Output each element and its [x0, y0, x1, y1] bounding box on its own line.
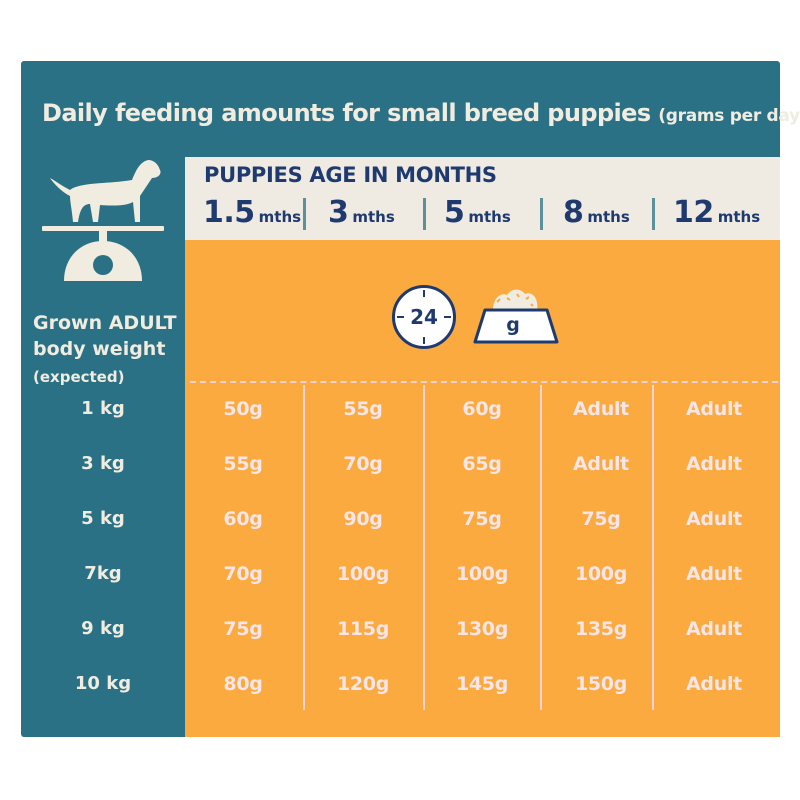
table-cell: Adult — [686, 563, 742, 585]
weight-label: 9 kg — [81, 618, 125, 639]
table-cell: 70g — [343, 453, 383, 475]
age-col-5: 12 mths — [673, 195, 760, 235]
age-col-3: 5 mths — [444, 195, 511, 235]
table-cell: 150g — [574, 673, 628, 695]
weight-label: 5 kg — [81, 508, 125, 529]
table-cell: Adult — [686, 508, 742, 530]
clock-tick — [423, 290, 425, 297]
title-main: Daily feeding amounts for small breed pu… — [42, 99, 651, 127]
age-unit: mths — [717, 208, 761, 226]
title-unit: (grams per day): — [658, 106, 800, 126]
table-cell: 60g — [462, 398, 502, 420]
table-cell: 100g — [455, 563, 509, 585]
table-cell: 90g — [343, 508, 383, 530]
table-cell: 100g — [574, 563, 628, 585]
table-cell: 70g — [223, 563, 263, 585]
weight-label: 7kg — [84, 563, 122, 584]
table-cell: 100g — [336, 563, 390, 585]
column-separator — [303, 385, 305, 710]
table-cell: 60g — [223, 508, 263, 530]
table-cell: Adult — [686, 398, 742, 420]
side-label-expected: (expected) — [33, 368, 125, 386]
table-cell: Adult — [686, 618, 742, 640]
page-title: Daily feeding amounts for small breed pu… — [42, 93, 800, 133]
header-separator — [303, 198, 306, 230]
weight-label: 10 kg — [74, 673, 132, 694]
table-cell: 65g — [462, 453, 502, 475]
clock-tick — [444, 316, 451, 318]
table-cell: Adult — [686, 453, 742, 475]
age-number: 1.5 — [203, 195, 255, 230]
age-number: 3 — [328, 195, 349, 230]
age-header-band — [185, 157, 780, 240]
table-cell: 135g — [574, 618, 628, 640]
table-cell: 55g — [223, 453, 263, 475]
age-unit: mths — [468, 208, 511, 226]
age-number: 12 — [673, 195, 714, 230]
weight-label: 3 kg — [81, 453, 125, 474]
column-separator — [540, 385, 542, 710]
age-col-4: 8 mths — [563, 195, 630, 235]
table-cell: 55g — [343, 398, 383, 420]
header-separator — [540, 198, 543, 230]
age-header-title: PUPPIES AGE IN MONTHS — [204, 163, 497, 187]
age-col-1: 1.5 mths — [203, 195, 301, 235]
table-cell: 75g — [223, 618, 263, 640]
age-unit: mths — [352, 208, 395, 226]
food-bowl-icon — [473, 289, 559, 344]
table-cell: 75g — [581, 508, 621, 530]
age-unit: mths — [587, 208, 630, 226]
table-cell: 120g — [336, 673, 390, 695]
column-separator — [652, 385, 654, 710]
header-separator — [652, 198, 655, 230]
table-cell: 115g — [336, 618, 390, 640]
age-col-2: 3 mths — [328, 195, 395, 235]
age-unit: mths — [258, 208, 302, 226]
clock-tick — [397, 316, 404, 318]
bowl-label: g — [506, 314, 520, 336]
side-label-grown: Grown ADULT — [33, 312, 177, 334]
table-cell: 80g — [223, 673, 263, 695]
weight-label: 1 kg — [81, 398, 125, 419]
table-cell: 50g — [223, 398, 263, 420]
clock-label: 24 — [410, 305, 438, 329]
clock-icon: 24 — [392, 285, 456, 349]
table-cell: Adult — [573, 398, 629, 420]
table-cell: Adult — [686, 673, 742, 695]
age-number: 5 — [444, 195, 465, 230]
dog-on-scale-icon — [42, 160, 164, 281]
age-number: 8 — [563, 195, 584, 230]
side-label-body-weight: body weight — [33, 338, 166, 360]
table-cell: 145g — [455, 673, 509, 695]
table-cell: 75g — [462, 508, 502, 530]
header-separator — [423, 198, 426, 230]
column-separator — [423, 385, 425, 710]
table-cell: 130g — [455, 618, 509, 640]
clock-tick — [423, 337, 425, 344]
table-header-divider — [190, 381, 778, 383]
table-cell: Adult — [573, 453, 629, 475]
